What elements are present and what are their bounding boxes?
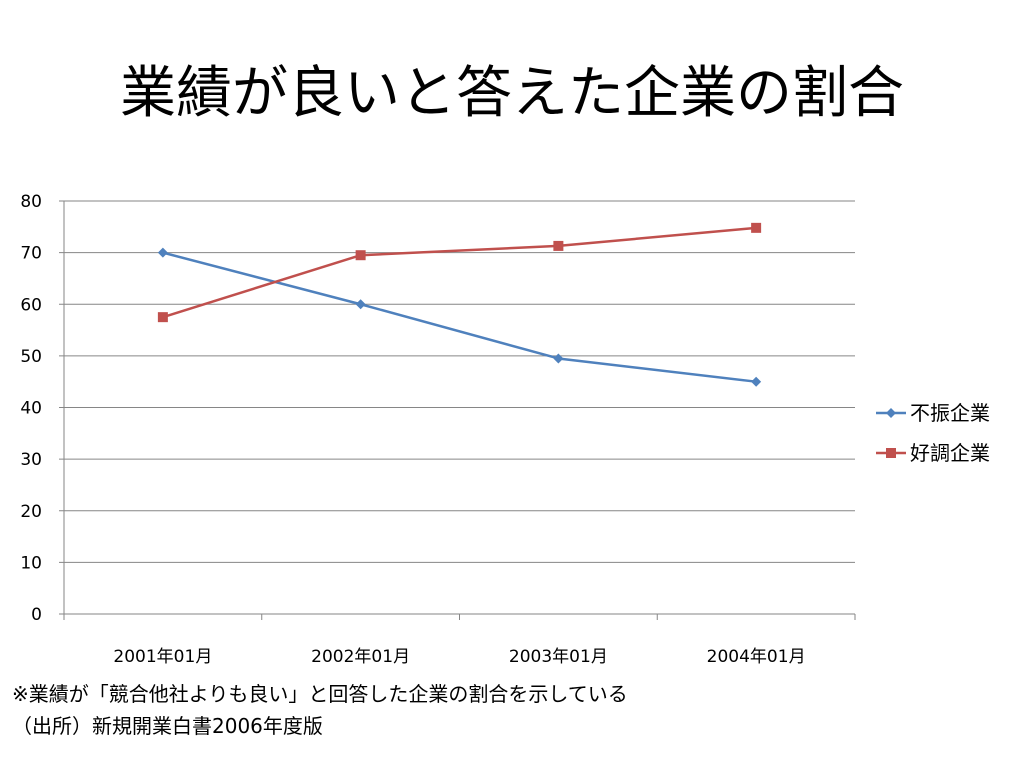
y-tick-label: 40 [20,399,42,419]
y-tick-label: 70 [20,244,42,264]
gridlines [64,200,855,563]
line-chart: 0 10 20 30 40 50 60 70 80 2001年01月 2002年01月 2003年01… [20,192,990,667]
data-point [355,299,366,310]
x-tick-label: 2001年01月 [113,647,212,667]
data-point [157,312,168,323]
legend-swatch-marker [886,408,896,418]
y-tick-label: 30 [20,450,42,470]
y-tick-label: 20 [20,502,42,522]
series-line-2 [162,226,757,319]
data-point [751,376,762,387]
series-line-1 [162,251,757,383]
data-point [553,353,564,364]
legend-label: 不振企業 [910,401,990,425]
chart-footnote: ※業績が「競合他社よりも良い」と回答した企業の割合を示している [12,682,628,706]
y-tick-label: 50 [20,347,42,367]
legend-label: 好調企業 [910,441,990,465]
axes: 0 10 20 30 40 50 60 70 80 2001年01月 2002年01月 2003年01… [20,192,856,667]
x-tick-label: 2002年01月 [311,647,410,667]
y-tick-label: 80 [20,192,42,212]
x-tick-label: 2003年01月 [509,647,608,667]
slide-title: 業績が良いと答えた企業の割合 [120,61,904,126]
y-tick-label: 10 [20,553,42,573]
legend-swatch-marker [886,448,896,458]
chart-source: （出所）新規開業白書2006年度版 [12,714,323,738]
x-tick-label: 2004年01月 [707,647,806,667]
data-point [157,247,168,258]
data-point [751,222,762,233]
series-lines [157,222,762,387]
data-point [553,240,564,251]
y-tick-label: 60 [20,295,42,315]
y-tick-label: 0 [31,605,42,625]
data-point [355,250,366,261]
